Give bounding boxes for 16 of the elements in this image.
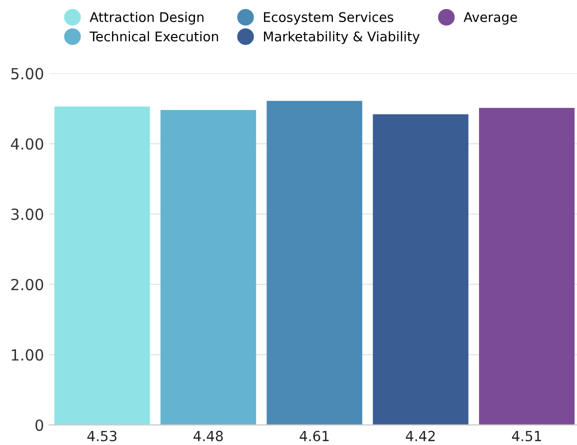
legend-label: Marketability & Viability [264,31,420,44]
y-tick-label: 1.00 [12,349,44,361]
legend-label: Attraction Design [90,12,204,25]
legend-label: Average [464,12,518,25]
legend-label: Technical Execution [90,31,218,42]
data-label: 4.48 [194,430,223,442]
y-tick-label: 5.00 [11,68,44,80]
data-label: 4.53 [87,430,116,442]
y-tick-label: 0 [35,419,44,431]
data-label: 4.51 [512,430,541,442]
data-label: 4.61 [300,430,329,442]
y-tick-label: 3.00 [11,208,44,220]
y-tick-label: 2.00 [11,278,44,290]
data-label: 4.42 [406,430,435,442]
legend-label: Ecosystem Services [264,12,394,25]
y-tick-label: 4.00 [10,138,44,150]
